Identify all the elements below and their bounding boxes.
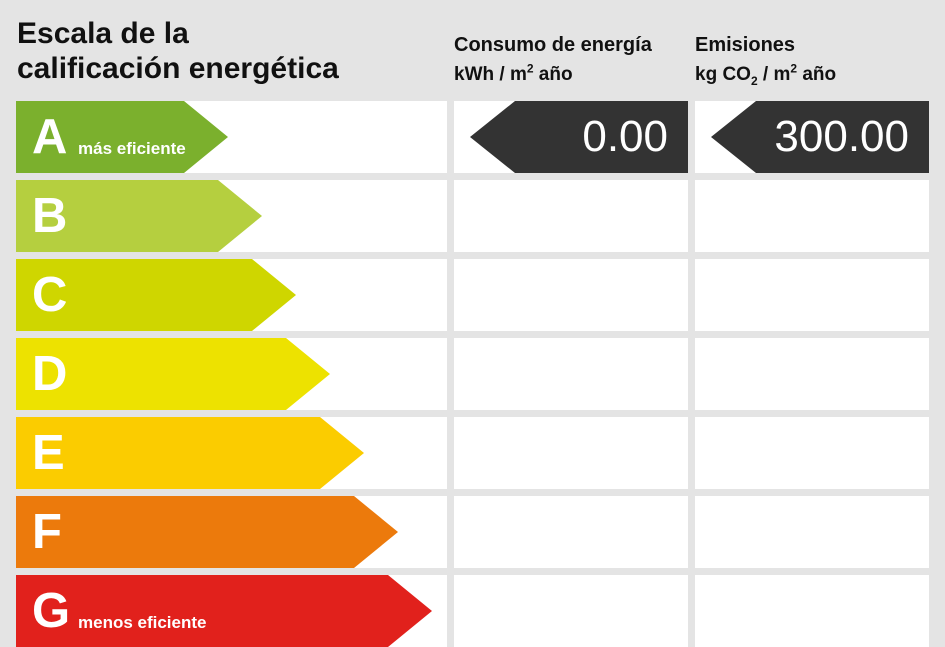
emissions-value: 300.00 xyxy=(774,112,909,161)
band-letter: G xyxy=(32,584,71,638)
consumption-header: Consumo de energía kWh / m2 año xyxy=(454,31,652,89)
band-d: D xyxy=(16,338,330,410)
emissions-unit-sub: 2 xyxy=(750,73,758,88)
band-b: B xyxy=(16,180,262,252)
band-letter: F xyxy=(32,505,62,559)
emissions-unit-pre: kg CO xyxy=(695,64,751,85)
band-letter: D xyxy=(32,347,68,401)
band-note: menos eficiente xyxy=(78,613,207,632)
consumption-cell-g xyxy=(454,575,688,647)
emissions-cell-d xyxy=(695,338,929,410)
consumption-unit-post: año xyxy=(533,64,573,85)
emissions-unit-sup: 2 xyxy=(790,61,798,76)
consumption-marker: 0.00 xyxy=(470,101,688,173)
scale-title-line2: calificación energética xyxy=(17,52,339,85)
consumption-header-unit: kWh / m2 año xyxy=(454,60,652,89)
emissions-cell-b xyxy=(695,180,929,252)
scale-title-line1: Escala de la xyxy=(17,17,189,50)
consumption-value: 0.00 xyxy=(582,112,668,161)
emissions-header: Emisiones kg CO2 / m2 año xyxy=(695,31,836,89)
band-e: E xyxy=(16,417,364,489)
emissions-cell-c xyxy=(695,259,929,331)
emissions-cell-f xyxy=(695,496,929,568)
emissions-unit-post: año xyxy=(797,64,837,85)
consumption-cell-f xyxy=(454,496,688,568)
consumption-cell-b xyxy=(454,180,688,252)
consumption-unit-sup: 2 xyxy=(526,61,534,76)
scale-title: Escala de la calificación energética xyxy=(17,16,339,86)
consumption-cell-c xyxy=(454,259,688,331)
emissions-cell-g xyxy=(695,575,929,647)
band-f: F xyxy=(16,496,398,568)
band-letter: E xyxy=(32,426,65,480)
band-letter: A xyxy=(32,110,68,164)
band-note: más eficiente xyxy=(78,139,186,158)
emissions-header-label: Emisiones xyxy=(695,34,796,56)
consumption-unit-pre: kWh / m xyxy=(454,64,527,85)
band-c: C xyxy=(16,259,296,331)
consumption-header-label: Consumo de energía xyxy=(454,34,652,56)
band-letter: B xyxy=(32,189,68,243)
band-letter: C xyxy=(32,268,68,322)
emissions-cell-e xyxy=(695,417,929,489)
consumption-cell-e xyxy=(454,417,688,489)
emissions-marker: 300.00 xyxy=(711,101,929,173)
emissions-unit-mid: / m xyxy=(757,64,791,85)
consumption-cell-d xyxy=(454,338,688,410)
emissions-header-unit: kg CO2 / m2 año xyxy=(695,60,836,89)
